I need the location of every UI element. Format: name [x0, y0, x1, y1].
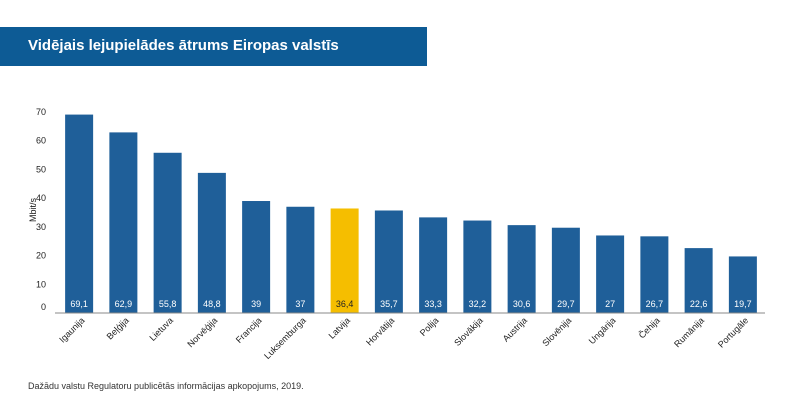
- bar: [197, 172, 226, 313]
- bar-value-label: 35,7: [380, 299, 398, 309]
- bar-value-label: 39: [251, 299, 261, 309]
- chart-title: Vidējais lejupielādes ātrums Eiropas val…: [28, 37, 339, 54]
- bar-value-label: 37: [295, 299, 305, 309]
- bar-value-label: 19,7: [734, 299, 752, 309]
- bar-value-label: 48,8: [203, 299, 221, 309]
- bar-value-label: 55,8: [159, 299, 177, 309]
- bar: [153, 152, 182, 313]
- bar: [640, 236, 669, 313]
- x-tick-label: Austrija: [501, 315, 529, 343]
- bar-value-label: 62,9: [115, 299, 133, 309]
- bar: [330, 208, 359, 313]
- y-tick-label: 0: [41, 302, 46, 312]
- bar-value-label: 26,7: [646, 299, 664, 309]
- x-tick-label: Francija: [234, 315, 264, 345]
- x-tick-label: Portugāle: [716, 315, 750, 349]
- bar: [507, 225, 536, 313]
- x-tick-label: Norvēģija: [185, 315, 219, 349]
- bar: [728, 256, 757, 313]
- bar: [374, 210, 403, 313]
- x-tick-label: Slovēnija: [540, 315, 573, 348]
- bar-value-label: 36,4: [336, 299, 354, 309]
- bar: [109, 132, 138, 313]
- x-tick-label: Latvija: [327, 315, 352, 340]
- y-tick-label: 60: [36, 136, 46, 146]
- x-tick-label: Horvātija: [364, 315, 396, 347]
- x-tick-label: Igaunija: [57, 315, 86, 344]
- y-tick-label: 10: [36, 279, 46, 289]
- y-axis-label: Mbit/s: [28, 198, 38, 223]
- bar-value-label: 32,2: [469, 299, 487, 309]
- x-tick-label: Lietuva: [147, 315, 175, 343]
- bar-value-label: 27: [605, 299, 615, 309]
- bar: [65, 114, 94, 313]
- x-tick-label: Polija: [418, 315, 441, 338]
- bar-value-label: 29,7: [557, 299, 575, 309]
- bar: [286, 206, 315, 313]
- bar: [419, 217, 448, 313]
- bar: [551, 227, 580, 313]
- title-banner: Vidējais lejupielādes ātrums Eiropas val…: [0, 27, 427, 66]
- source-note: Dažādu valstu Regulatoru publicētās info…: [28, 381, 304, 391]
- bar: [463, 220, 492, 313]
- x-tick-label: Ungārija: [587, 315, 618, 346]
- x-tick-label: Slovākija: [452, 315, 485, 348]
- bar: [684, 248, 713, 313]
- bar-value-label: 69,1: [70, 299, 88, 309]
- x-tick-label: Čehija: [637, 315, 662, 340]
- y-tick-label: 70: [36, 107, 46, 117]
- bar: [596, 235, 625, 313]
- bar-value-label: 22,6: [690, 299, 708, 309]
- y-tick-label: 30: [36, 222, 46, 232]
- bar: [242, 201, 271, 313]
- bar-value-label: 33,3: [424, 299, 442, 309]
- x-tick-label: Luksemburga: [262, 315, 308, 361]
- bar-value-label: 30,6: [513, 299, 531, 309]
- y-tick-label: 40: [36, 193, 46, 203]
- y-tick-label: 20: [36, 251, 46, 261]
- x-tick-label: Beļģija: [105, 315, 131, 341]
- x-tick-label: Rumānija: [672, 315, 706, 349]
- y-tick-label: 50: [36, 164, 46, 174]
